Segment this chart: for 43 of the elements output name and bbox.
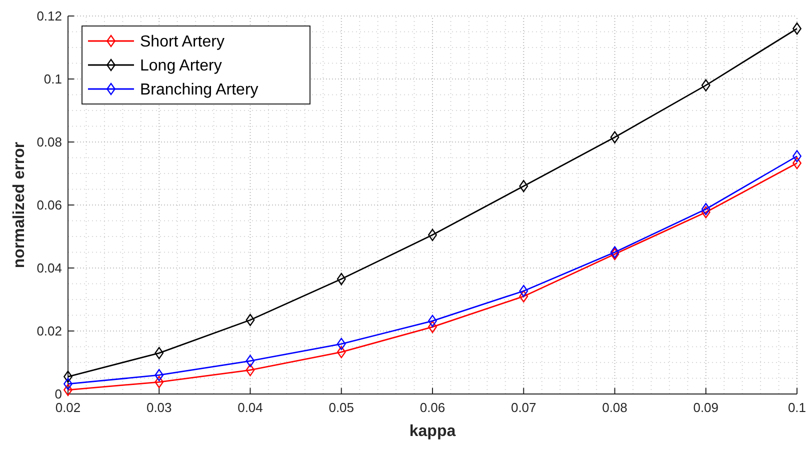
legend-label: Branching Artery [140, 82, 258, 98]
x-tick-label: 0.06 [420, 400, 446, 415]
point [519, 290, 528, 302]
point [610, 248, 620, 260]
point [154, 369, 164, 382]
point [246, 364, 255, 376]
y-axis-title: normalized error [11, 142, 28, 268]
point [792, 22, 802, 35]
x-tick-label: 0.05 [328, 400, 354, 415]
point [701, 206, 710, 218]
legend-label: Long Artery [140, 58, 222, 74]
x-tick-label: 0.09 [693, 400, 719, 415]
point [519, 284, 528, 298]
point [154, 376, 164, 388]
point [610, 246, 620, 258]
x-tick-label: 0.08 [602, 400, 628, 415]
point [519, 180, 528, 192]
point [336, 338, 346, 350]
point [701, 202, 710, 216]
x-tick-label: 0.02 [55, 400, 81, 415]
legend-label: Short Artery [140, 34, 224, 50]
y-tick-label: 0.08 [36, 134, 62, 150]
point [792, 150, 802, 162]
x-tick-label: 0.04 [238, 400, 263, 415]
point [246, 354, 255, 368]
point [154, 346, 164, 360]
point [246, 314, 255, 326]
x-tick-label: 0.07 [510, 400, 536, 415]
y-tick-label: 0 [54, 386, 62, 402]
x-axis-title: kappa [409, 423, 456, 440]
y-tick-label: 0.04 [36, 260, 62, 276]
y-tick-label: 0.1 [44, 72, 62, 86]
point [336, 346, 346, 358]
point [336, 272, 346, 286]
point [610, 131, 620, 144]
point [64, 370, 72, 383]
point [792, 157, 802, 170]
point [701, 79, 710, 92]
y-tick-label: 0.02 [36, 324, 62, 338]
x-tick-label: 0.1 [788, 400, 806, 415]
x-tick-label: 0.03 [146, 400, 172, 415]
y-tick-label: 0.12 [36, 8, 62, 24]
y-tick-label: 0.06 [36, 198, 62, 212]
